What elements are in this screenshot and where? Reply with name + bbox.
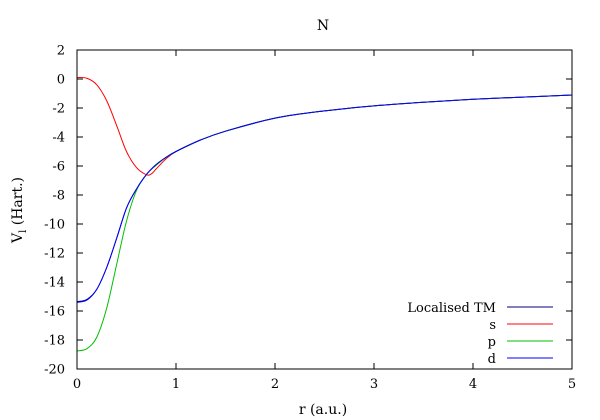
x-tick-label: 1 <box>172 377 180 392</box>
x-tick-label: 4 <box>469 377 477 392</box>
y-tick-label: -6 <box>52 160 65 175</box>
legend-label: s <box>489 318 496 333</box>
plot-frame <box>76 49 573 370</box>
y-tick-label: -16 <box>44 305 65 320</box>
y-tick-label: -4 <box>52 131 65 146</box>
y-tick-label: -14 <box>44 276 65 291</box>
series-line-2 <box>76 94 573 352</box>
y-axis-label-unit: (Hart.) <box>10 177 26 230</box>
legend: Localised TM spd <box>407 301 553 367</box>
legend-label: d <box>488 352 496 367</box>
tick-labels: 0 1 2 3 4 5 2 0 -2 -4 -6 -8 -10 -12 -14 -16 -18 -20 <box>44 44 576 393</box>
y-tick-label: -8 <box>52 189 65 204</box>
y-axis-label: Vl (Hart.) <box>10 177 29 244</box>
x-tick-label: 2 <box>271 377 279 392</box>
y-tick-label: -20 <box>44 363 65 378</box>
y-tick-label: -12 <box>44 247 65 262</box>
x-axis-label: r (a.u.) <box>299 402 347 418</box>
x-tick-label: 3 <box>370 377 378 392</box>
legend-label: Localised TM <box>407 301 496 316</box>
y-axis-label-subscript: l <box>18 230 29 233</box>
legend-label: p <box>488 335 496 350</box>
series-line-0 <box>76 94 573 303</box>
y-tick-label: -10 <box>44 218 65 233</box>
series-line-3 <box>76 94 573 303</box>
chart-title: N <box>317 18 329 34</box>
x-tick-label: 0 <box>73 377 81 392</box>
x-tick-label: 5 <box>568 377 576 392</box>
y-tick-label: -2 <box>52 102 65 117</box>
y-tick-label: 0 <box>57 73 65 88</box>
y-tick-label: 2 <box>57 44 65 59</box>
series-layer <box>76 77 573 352</box>
y-axis-label-main: V <box>10 232 26 244</box>
series-line-1 <box>76 77 573 176</box>
y-tick-label: -18 <box>44 334 65 349</box>
